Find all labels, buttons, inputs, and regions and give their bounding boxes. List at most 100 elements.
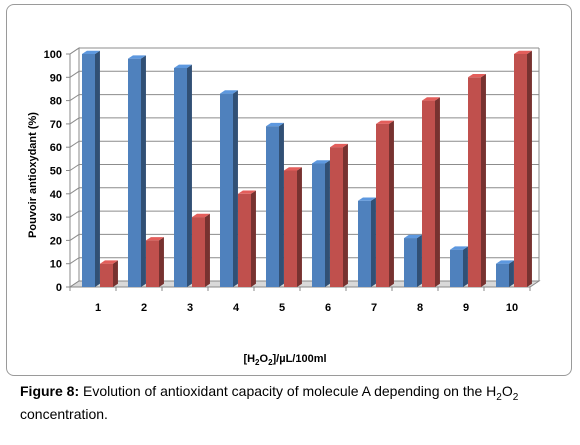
gridline (69, 117, 539, 125)
bar-series-1-10 (496, 260, 514, 287)
bar-side (187, 64, 192, 288)
bar-top (100, 260, 118, 264)
bar-series-1-1 (82, 50, 100, 288)
gridline (69, 70, 539, 78)
bar-top (358, 197, 376, 201)
x-axis-ticks: 1 2 3 4 5 6 7 8 9 10 (69, 287, 531, 314)
bar-chart: 0 10 20 30 40 50 60 70 80 90 100 1 2 3 4 5 6 7 8 9 10 Pouvo… (27, 47, 541, 367)
bar-top (220, 90, 238, 94)
caption-label: Figure 8: (20, 383, 80, 399)
bar-top (266, 122, 284, 127)
bar-top (312, 160, 330, 164)
x-tick-label: 5 (279, 302, 285, 314)
y-tick-label: 50 (50, 166, 62, 178)
gridline (69, 94, 539, 102)
y-tick-label: 40 (50, 189, 62, 201)
bar-series-2-2 (146, 237, 164, 287)
bar-top (146, 237, 164, 241)
bar-front (376, 123, 389, 288)
bar-front (450, 249, 463, 287)
bar-front (82, 54, 95, 287)
bar-side (297, 167, 302, 287)
bar-front (192, 217, 205, 287)
bar-series-2-10 (514, 50, 532, 288)
caption-sub-2: 2 (512, 391, 519, 403)
bar-series-2-8 (422, 97, 440, 287)
bar-side (325, 160, 330, 287)
x-tick-label: 9 (463, 302, 469, 314)
bar-top (174, 64, 192, 68)
bar-side (509, 260, 514, 287)
y-tick-label: 80 (50, 96, 62, 108)
y-tick-label: 100 (44, 49, 62, 61)
caption-sub-1: 2 (496, 391, 502, 403)
bar-side (371, 197, 376, 287)
bar-top (192, 213, 210, 218)
bar-front (174, 67, 187, 287)
y-tick-label: 10 (50, 259, 62, 271)
x-tick-label: 3 (187, 302, 193, 314)
bar-top (496, 260, 514, 264)
bar-side (95, 50, 100, 288)
bar-top (450, 246, 468, 250)
y-axis-label: Pouvoir antioxydant (%) (27, 112, 39, 238)
bar-front (422, 100, 435, 287)
bar-series-2-1 (100, 260, 118, 287)
bar-side (279, 122, 284, 288)
x-tick-label: 1 (95, 302, 101, 314)
bar-series-1-4 (220, 90, 238, 287)
bar-front (468, 77, 481, 287)
y-tick-label: 60 (50, 142, 62, 154)
bar-front (128, 58, 141, 287)
bar-series-2-4 (238, 190, 256, 287)
x-tick-label: 2 (141, 302, 147, 314)
bar-series-1-3 (174, 64, 192, 288)
figure-caption: Figure 8: Evolution of antioxidant capac… (20, 383, 565, 423)
bar-top (330, 143, 348, 148)
y-tick-label: 70 (50, 119, 62, 131)
bar-side (389, 120, 394, 287)
y-tick-label: 90 (50, 72, 62, 84)
bar-side (159, 237, 164, 287)
bar-side (343, 143, 348, 287)
bar-front (284, 170, 297, 287)
x-tick-label: 4 (233, 302, 240, 314)
y-tick-label: 0 (56, 282, 62, 294)
bar-front (266, 126, 279, 287)
bar-series-2-6 (330, 143, 348, 287)
x-tick-label: 7 (371, 302, 377, 314)
bar-top (284, 167, 302, 171)
bar-top (468, 74, 486, 78)
caption-text-end: concentration. (20, 405, 108, 422)
x-tick-label: 6 (325, 302, 331, 314)
bar-series-1-6 (312, 160, 330, 287)
bar-front (220, 93, 233, 287)
y-axis-ticks: 0 10 20 30 40 50 60 70 80 90 100 (44, 49, 70, 294)
bar-top (376, 120, 394, 124)
y-tick-label: 20 (50, 235, 62, 247)
caption-text: Evolution of antioxidant capacity of mol… (79, 383, 497, 399)
bar-top (82, 50, 100, 54)
bar-side (251, 190, 256, 287)
bar-series-1-7 (358, 197, 376, 287)
bar-front (496, 263, 509, 287)
bar-front (330, 147, 343, 287)
bar-front (358, 200, 371, 287)
bar-side (435, 97, 440, 287)
bar-series-2-7 (376, 120, 394, 288)
bar-side (141, 55, 146, 287)
bar-series-1-2 (128, 55, 146, 287)
gridline (69, 47, 539, 55)
bar-front (312, 163, 325, 287)
bar-top (128, 55, 146, 59)
bar-front (404, 238, 417, 287)
x-tick-label: 10 (506, 302, 518, 314)
bar-side (113, 260, 118, 287)
bar-side (205, 213, 210, 287)
bar-series-1-5 (266, 122, 284, 288)
bar-series-2-5 (284, 167, 302, 287)
bar-front (100, 263, 113, 287)
bar-top (514, 50, 532, 54)
bar-side (463, 246, 468, 287)
bar-side (481, 74, 486, 287)
